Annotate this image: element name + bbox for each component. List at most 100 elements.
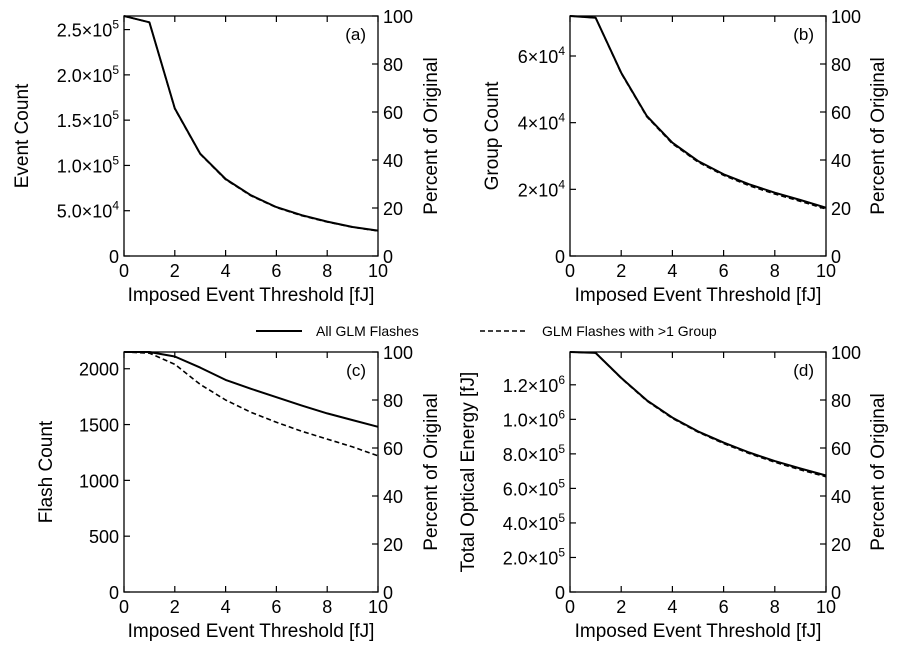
series-line-solid <box>569 351 827 477</box>
y-right-axis-title: Percent of Original <box>868 57 889 214</box>
y-tick-exponent: 5 <box>558 545 565 559</box>
panel-a: 0 2 4 6 8 1005.0×1041.0×1051.5×1052.0×1052.5×… <box>12 7 442 306</box>
y-tick-exponent: 6 <box>558 373 565 387</box>
y-tick-mantissa: 1.0×10 <box>503 410 559 430</box>
plot-frame <box>569 351 827 593</box>
x-tick-label: 0 <box>119 261 129 281</box>
panel-tag: (d) <box>793 361 814 380</box>
y-tick-exponent: 4 <box>112 199 119 213</box>
y-tick-mantissa: 2.0×10 <box>503 548 559 568</box>
y-tick-label: 2.0×105 <box>503 545 566 568</box>
y-tick-label: 4×104 <box>518 111 566 134</box>
y-tick-mantissa: 8.0×10 <box>503 445 559 465</box>
y-right-tick-label: 40 <box>831 487 851 507</box>
y-tick-label: 6.0×105 <box>503 476 566 499</box>
series-line-dashed <box>123 351 379 457</box>
panel-tag: (a) <box>345 25 366 44</box>
y-right-tick-label: 80 <box>831 55 851 75</box>
y-right-axis-title: Percent of Original <box>421 393 442 550</box>
y-right-tick-label: 20 <box>383 535 403 555</box>
y-tick-label: 500 <box>89 527 119 547</box>
x-tick-label: 6 <box>719 597 729 617</box>
y-tick-exponent: 5 <box>112 108 119 122</box>
y-right-axis-title: Percent of Original <box>868 393 889 550</box>
x-tick-label: 8 <box>770 597 780 617</box>
y-tick-label: 1.0×105 <box>57 153 120 176</box>
x-axis-title: Imposed Event Threshold [fJ] <box>128 285 375 306</box>
x-tick-label: 6 <box>271 597 281 617</box>
y-tick-label: 1.0×106 <box>503 407 566 430</box>
y-right-tick-label: 40 <box>383 487 403 507</box>
y-tick-exponent: 4 <box>558 44 565 58</box>
y-tick-label: 0 <box>555 583 565 603</box>
y-tick-label: 1500 <box>79 416 119 436</box>
x-tick-label: 4 <box>221 597 231 617</box>
y-tick-label: 2.0×105 <box>57 63 120 86</box>
legend: All GLM Flashes GLM Flashes with >1 Group <box>256 323 717 339</box>
series-line-solid <box>123 15 379 232</box>
y-tick-mantissa: 4.0×10 <box>503 514 559 534</box>
y-right-tick-label: 20 <box>383 199 403 219</box>
panel-d: 0 2 4 6 8 1002.0×1054.0×1056.0×1058.0×1051.0×… <box>458 343 889 642</box>
panel-c: 0 2 4 6 8 100500100015002000020406080100Impos… <box>36 343 442 642</box>
x-tick-label: 8 <box>770 261 780 281</box>
y-tick-mantissa: 2.0×10 <box>57 66 113 86</box>
y-axis-title: Total Optical Energy [fJ] <box>458 372 479 573</box>
y-tick-label: 2.5×105 <box>57 18 120 41</box>
x-tick-label: 8 <box>322 261 332 281</box>
y-right-tick-label: 0 <box>383 247 393 267</box>
x-tick-label: 10 <box>816 597 836 617</box>
y-axis-title: Group Count <box>482 81 503 191</box>
x-tick-label: 2 <box>616 261 626 281</box>
y-right-tick-label: 20 <box>831 535 851 555</box>
series-line-dashed <box>569 15 827 210</box>
y-tick-exponent: 5 <box>558 442 565 456</box>
series-line-dashed <box>123 15 379 232</box>
x-tick-label: 2 <box>170 261 180 281</box>
x-tick-label: 6 <box>719 261 729 281</box>
y-tick-label: 5.0×104 <box>57 199 120 222</box>
y-right-tick-label: 60 <box>383 439 403 459</box>
x-tick-label: 2 <box>616 597 626 617</box>
y-tick-exponent: 5 <box>112 18 119 32</box>
y-tick-mantissa: 2.5×10 <box>57 21 113 41</box>
y-tick-mantissa: 6×10 <box>518 47 559 67</box>
y-right-tick-label: 80 <box>831 391 851 411</box>
y-tick-label: 0 <box>109 583 119 603</box>
panel-b: 0 2 4 6 8 1002×1044×1046×104020406080100Impos… <box>482 7 889 306</box>
y-right-tick-label: 100 <box>383 7 413 27</box>
x-tick-label: 10 <box>368 597 388 617</box>
plot-frame <box>569 15 827 257</box>
y-right-tick-label: 60 <box>383 103 403 123</box>
y-tick-label: 0 <box>555 247 565 267</box>
x-tick-label: 8 <box>322 597 332 617</box>
y-tick-mantissa: 4×10 <box>518 114 559 134</box>
y-tick-mantissa: 5.0×10 <box>57 202 113 222</box>
x-axis-title: Imposed Event Threshold [fJ] <box>575 621 822 642</box>
y-right-tick-label: 40 <box>383 151 403 171</box>
x-tick-label: 0 <box>565 597 575 617</box>
y-right-tick-label: 40 <box>831 151 851 171</box>
y-tick-exponent: 5 <box>112 153 119 167</box>
y-tick-exponent: 4 <box>558 111 565 125</box>
y-right-tick-label: 80 <box>383 55 403 75</box>
panel-tag: (c) <box>346 361 366 380</box>
y-tick-label: 4.0×105 <box>503 511 566 534</box>
y-right-tick-label: 20 <box>831 199 851 219</box>
series-line-solid <box>569 15 827 209</box>
x-tick-label: 10 <box>816 261 836 281</box>
y-tick-mantissa: 6.0×10 <box>503 479 559 499</box>
y-tick-mantissa: 1.5×10 <box>57 111 113 131</box>
y-right-axis-title: Percent of Original <box>421 57 442 214</box>
y-tick-label: 1.2×106 <box>503 373 566 396</box>
y-right-tick-label: 100 <box>831 7 861 27</box>
x-tick-label: 0 <box>565 261 575 281</box>
y-right-tick-label: 100 <box>831 343 861 363</box>
y-tick-label: 2000 <box>79 360 119 380</box>
y-right-tick-label: 80 <box>383 391 403 411</box>
y-right-tick-label: 0 <box>383 583 393 603</box>
y-tick-label: 6×104 <box>518 44 566 67</box>
series-line-solid <box>124 351 379 428</box>
y-tick-exponent: 6 <box>558 407 565 421</box>
